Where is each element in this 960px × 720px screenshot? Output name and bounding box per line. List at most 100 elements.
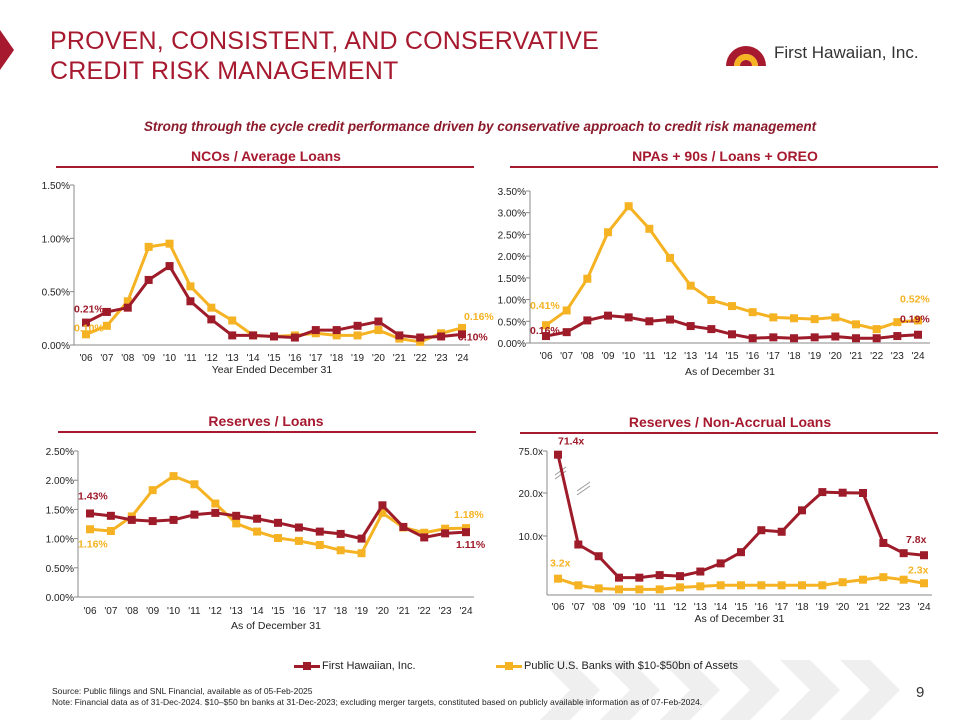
data-point-fhi [332,326,341,335]
data-point-fhi [859,489,867,497]
data-point-fhi [655,571,664,580]
y-tick-label: 0.00% [46,593,74,604]
data-point-peers [378,508,387,517]
x-tick-label: '21 [397,606,410,617]
data-point-peers [462,524,470,533]
x-tick-label: '16 [746,351,759,362]
y-tick-label: 3.00% [498,209,526,220]
x-tick-label: '14 [705,351,718,362]
data-point-peers [186,282,195,291]
data-point-peers [728,302,736,311]
data-point-peers [249,331,258,340]
data-label-first-fhi: 71.4x [558,436,584,448]
data-point-fhi [211,508,220,517]
data-label-first-fhi: 0.21% [74,304,104,316]
series-line-fhi [89,503,467,541]
axis-break-mark [554,466,567,476]
data-point-peers [562,306,571,315]
x-tick-label: '15 [734,602,747,613]
data-point-fhi [462,528,470,537]
x-tick-label: '20 [836,602,849,613]
x-tick-label: '22 [877,602,890,613]
page-title-line-1: PROVEN, CONSISTENT, AND CONSERVATIVE [50,27,599,55]
data-label-first-peers: 1.16% [78,538,108,550]
x-tick-label: '16 [755,602,768,613]
data-point-fhi [769,333,778,342]
data-point-peers [655,585,664,594]
y-tick-label: 3.50% [498,187,526,198]
data-point-fhi [315,527,324,536]
x-tick-label: '07 [560,351,573,362]
y-tick-label: 2.00% [498,252,526,263]
x-tick-label: '18 [795,602,808,613]
data-point-fhi [872,334,881,343]
data-label-last-peers: 1.18% [454,509,484,521]
x-tick-label: '22 [870,351,883,362]
data-label-last-peers: 0.52% [900,293,930,305]
y-tick-label: 1.50% [498,274,526,285]
data-label-last-peers: 2.3x [908,564,929,576]
x-tick-label: '15 [267,353,280,364]
data-point-fhi [777,527,786,536]
x-tick-label: '22 [414,353,427,364]
data-point-peers [207,303,216,312]
x-tick-label: '17 [767,351,780,362]
data-point-peers [594,584,603,593]
background-chevron-pattern [540,660,900,720]
legend-item-peers: Public U.S. Banks with $10-$50bn of Asse… [496,660,738,672]
y-tick-label: 2.00% [46,476,74,487]
data-point-fhi [899,549,908,558]
data-point-fhi [728,330,736,339]
x-tick-label: '06 [83,606,96,617]
x-tick-label: '19 [355,606,368,617]
y-tick-label: 2.50% [498,230,526,241]
data-point-fhi [253,514,262,523]
x-tick-label: '08 [592,602,605,613]
x-tick-label: '16 [292,606,305,617]
data-point-peers [290,331,299,340]
section-arrow-marker [0,30,14,70]
data-point-fhi [818,488,827,497]
x-tick-label: '13 [684,351,697,362]
x-axis-title: As of December 31 [695,613,785,625]
data-point-fhi [757,526,766,535]
data-point-fhi [437,332,446,341]
logo-text: First Hawaiian, Inc. [774,43,919,62]
data-point-fhi [810,333,819,342]
data-point-peers [416,337,425,346]
x-tick-label: '23 [891,351,904,362]
data-point-fhi [562,328,571,337]
x-tick-label: '10 [633,602,646,613]
y-tick-label: 0.00% [42,341,70,352]
data-point-peers [82,330,90,339]
x-tick-label: '18 [334,606,347,617]
data-point-peers [852,320,860,329]
x-tick-label: '16 [288,353,301,364]
data-point-fhi [86,509,94,518]
data-point-peers [228,316,237,325]
data-label-first-peers: 3.2x [550,558,571,570]
chart-3-title: Reserves / Loans [208,413,324,429]
data-point-fhi [82,318,90,327]
y-tick-label: 75.0x [519,447,543,458]
data-point-peers [831,313,840,322]
x-tick-label: '11 [188,606,201,617]
data-point-peers [899,575,908,584]
data-point-peers [554,574,562,583]
x-tick-label: '09 [612,602,625,613]
legend-swatch-peers [496,661,522,671]
page-number: 9 [916,684,925,701]
x-tick-label: '07 [100,353,113,364]
x-tick-label: '22 [418,606,431,617]
data-point-fhi [102,307,111,316]
data-point-peers [737,581,745,590]
data-point-peers [315,541,324,550]
data-point-fhi [274,518,282,527]
data-point-fhi [879,538,888,547]
data-point-peers [810,315,819,324]
data-label-last-fhi: 0.10% [458,331,488,343]
data-point-fhi [249,331,258,340]
data-point-peers [399,523,408,532]
x-tick-label: '09 [601,351,614,362]
data-point-fhi [228,331,237,340]
